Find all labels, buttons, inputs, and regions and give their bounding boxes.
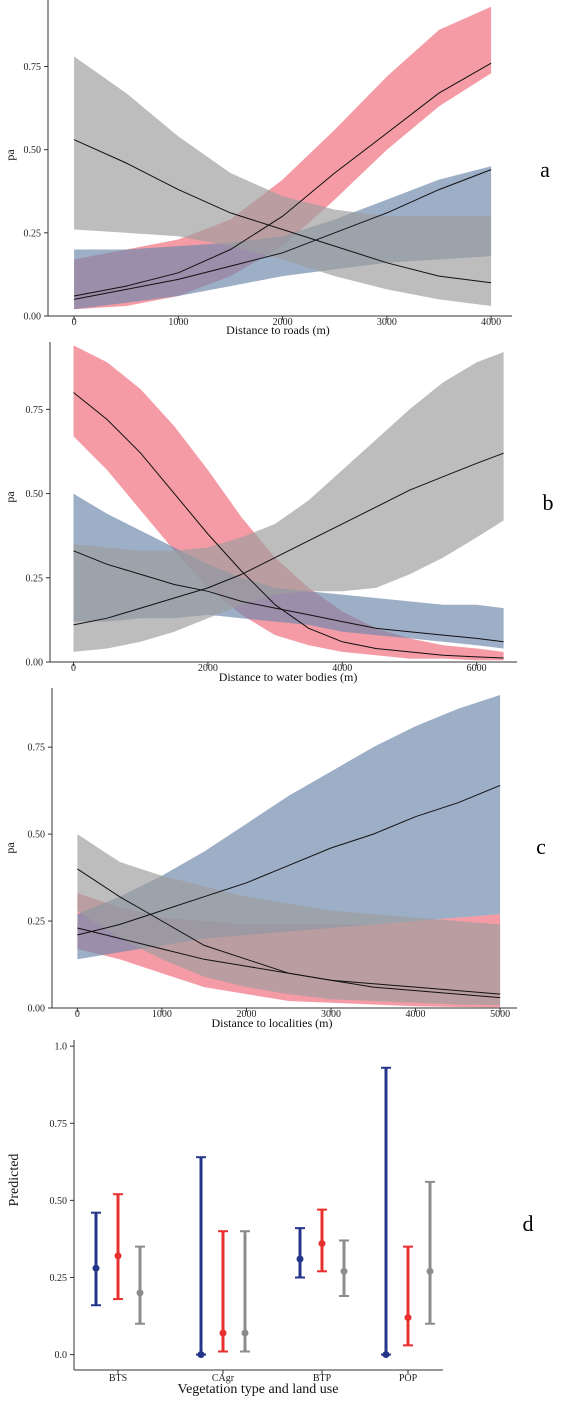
panel-a-label: a (540, 157, 550, 182)
panel-d-y-tick-label: 1.0 (55, 1042, 68, 1053)
panel-b-plot-area (73, 345, 504, 661)
panel-d-red-point (404, 1314, 412, 1322)
panel-c-blue-mean-line (77, 784, 501, 936)
panel-b-gray-mean-line (73, 452, 504, 626)
panel-c-x-tick-label: 1000 (152, 1009, 172, 1020)
panel-b-ticks: 0 2000 4000 6000 0.00 0.25 0.50 0.75 (26, 405, 487, 674)
panel-d-x-axis-title: Vegetation type and land use (178, 1382, 339, 1397)
panel-d-red-point (114, 1252, 122, 1260)
panel-a-x-tick-label: 2000 (273, 317, 293, 328)
panel-a-blue-mean-line (74, 169, 492, 300)
panel-d-chart: BTS CAgr BTP POP 0.0 0.25 0.50 0.75 1.0 Vegetati… (7, 1040, 534, 1397)
panel-b-red-mean-line (73, 392, 504, 659)
panel-d-gray-point (426, 1267, 434, 1275)
panel-c-x-tick-label: 0 (75, 1009, 80, 1020)
panel-d-y-tick-label: 0.50 (50, 1196, 68, 1207)
panel-c-x-tick-label: 2000 (236, 1009, 256, 1020)
panel-d-ticks: BTS CAgr BTP POP 0.0 0.25 0.50 0.75 1.0 (50, 1042, 418, 1384)
panel-c-x-tick-label: 3000 (321, 1009, 341, 1020)
panel-a-red-mean-line (74, 62, 492, 297)
panel-d-y-tick-label: 0.75 (50, 1119, 68, 1130)
panel-a-y-tick-label: 0.00 (24, 312, 42, 323)
panel-c-label: c (536, 834, 546, 859)
panel-b-x-tick-label: 0 (71, 663, 76, 674)
panel-d-plot-area (91, 1066, 435, 1359)
panel-a-x-tick-label: 1000 (168, 317, 188, 328)
panel-a-y-axis-title: pa (3, 149, 17, 161)
panel-c-y-axis-title: pa (3, 842, 17, 854)
panel-b-y-axis-title: pa (3, 491, 17, 503)
panel-d-gray-point (136, 1289, 144, 1297)
panel-a-red-confidence-band (74, 6, 492, 310)
panel-b-chart: 0 2000 4000 6000 0.00 0.25 0.50 0.75 Distance t… (3, 342, 554, 684)
panel-d-gray-point (340, 1267, 348, 1275)
panel-a-gray-confidence-band (74, 56, 492, 306)
panel-b-blue-mean-line (73, 550, 504, 643)
panel-d-label: d (523, 1211, 534, 1236)
panel-c-gray-mean-line (77, 868, 501, 999)
panel-b-y-tick-label: 0.00 (26, 658, 44, 669)
panel-d-blue-point (92, 1264, 100, 1272)
panel-c-y-tick-label: 0.75 (28, 743, 46, 754)
panel-d-red-point (318, 1240, 326, 1248)
panel-d-y-tick-label: 0.0 (55, 1350, 68, 1361)
panel-a-ticks: 0 1000 2000 3000 4000 0.00 0.25 0.50 0.75 (24, 62, 502, 328)
panel-c-y-tick-label: 0.50 (28, 830, 46, 841)
panel-c-gray-confidence-band (77, 834, 501, 1006)
panel-a-gray-mean-line (73, 139, 492, 284)
panel-b-x-tick-label: 4000 (332, 663, 352, 674)
panel-b-x-axis-title: Distance to water bodies (m) (219, 670, 358, 684)
panel-c-ticks: 0 1000 2000 3000 4000 5000 0.00 0.25 0.50 0.75 (28, 743, 511, 1020)
panel-a-y-tick-label: 0.50 (24, 145, 42, 156)
panel-b-y-tick-label: 0.75 (26, 405, 44, 416)
panel-a-chart: 0 1000 2000 3000 4000 0.00 0.25 0.50 0.75 Distan… (3, 0, 550, 337)
panel-d-x-tick-label: BTS (109, 1373, 127, 1384)
panel-d-red-point (219, 1329, 227, 1337)
panel-a-x-tick-label: 4000 (481, 317, 501, 328)
panel-b-gray-confidence-band (73, 352, 504, 652)
panel-a-y-tick-label: 0.75 (24, 62, 42, 73)
panel-c-x-tick-label: 4000 (406, 1009, 426, 1020)
panel-b-x-tick-label: 2000 (198, 663, 218, 674)
panel-b-label: b (543, 490, 554, 515)
panel-a-x-tick-label: 3000 (377, 317, 397, 328)
panel-d-y-tick-label: 0.25 (50, 1273, 68, 1284)
panel-d-y-axis-title: Predicted (7, 1154, 22, 1207)
panel-b-x-tick-label: 6000 (467, 663, 487, 674)
panel-c-x-axis-title: Distance to localities (m) (212, 1016, 333, 1030)
panel-d-x-tick-label: CAgr (212, 1373, 235, 1384)
panel-c-y-tick-label: 0.00 (28, 1004, 46, 1015)
panel-d-x-tick-label: POP (399, 1373, 418, 1384)
panel-a-x-axis-title: Distance to roads (m) (226, 323, 330, 337)
panel-d-blue-point (197, 1351, 205, 1359)
panel-d-blue-point (382, 1351, 390, 1359)
panel-d-x-tick-label: BTP (313, 1373, 332, 1384)
panel-a-plot-area (73, 6, 492, 310)
panel-d-blue-point (296, 1255, 304, 1263)
panel-d-gray-point (241, 1329, 249, 1337)
panel-c-y-tick-label: 0.25 (28, 917, 46, 928)
panel-a-x-tick-label: 0 (72, 317, 77, 328)
panel-b-y-tick-label: 0.50 (26, 489, 44, 500)
panel-a-y-tick-label: 0.25 (24, 228, 42, 239)
panel-b-y-tick-label: 0.25 (26, 573, 44, 584)
panel-c-chart: 0 1000 2000 3000 4000 5000 0.00 0.25 0.50 0.75 Di… (3, 688, 546, 1030)
panel-c-plot-area (77, 695, 501, 1008)
panel-c-x-tick-label: 5000 (490, 1009, 510, 1020)
